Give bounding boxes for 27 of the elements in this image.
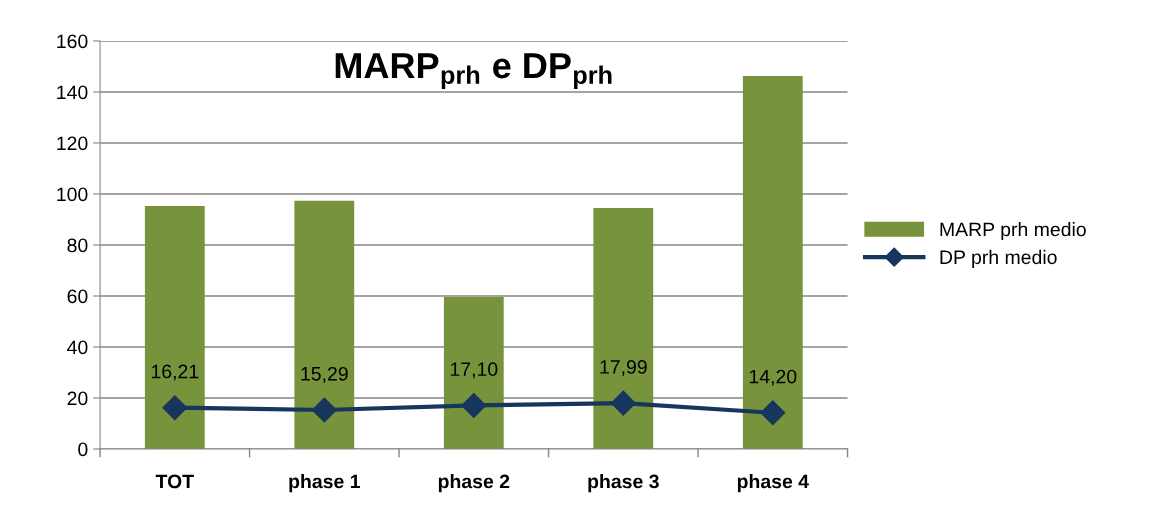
bar [443,297,504,450]
data-label: 15,29 [301,366,348,383]
y-tick-label: 80 [67,238,88,253]
y-tick-label: 100 [57,187,88,202]
y-tick-label: 140 [57,85,88,100]
y-tick-label: 120 [57,136,88,151]
bar [144,205,205,450]
y-tick-label: 160 [57,34,88,49]
y-tick-label: 60 [67,289,88,304]
x-tick-label: TOT [155,474,194,489]
data-label: 17,10 [450,362,498,379]
x-tick-label: phase 3 [588,474,659,493]
y-tick-label: 40 [67,340,88,355]
bar [742,75,803,450]
y-tick-label: 20 [67,391,88,406]
data-label: 17,99 [600,360,647,377]
chart-title: MARP$_{prh}$ e DP$_{prh}$ [335,53,612,90]
legend-label: DP prh medio [940,249,1057,268]
x-tick-label: phase 2 [438,474,510,493]
data-label: 16,21 [151,364,199,381]
y-tick-label: 0 [78,442,88,457]
x-tick-label: phase 4 [737,474,809,493]
legend-label: MARP prh medio [940,222,1086,241]
x-tick-label: phase 1 [289,474,360,493]
bar [294,200,355,450]
data-label: 14,20 [749,369,797,386]
bar [593,208,654,450]
